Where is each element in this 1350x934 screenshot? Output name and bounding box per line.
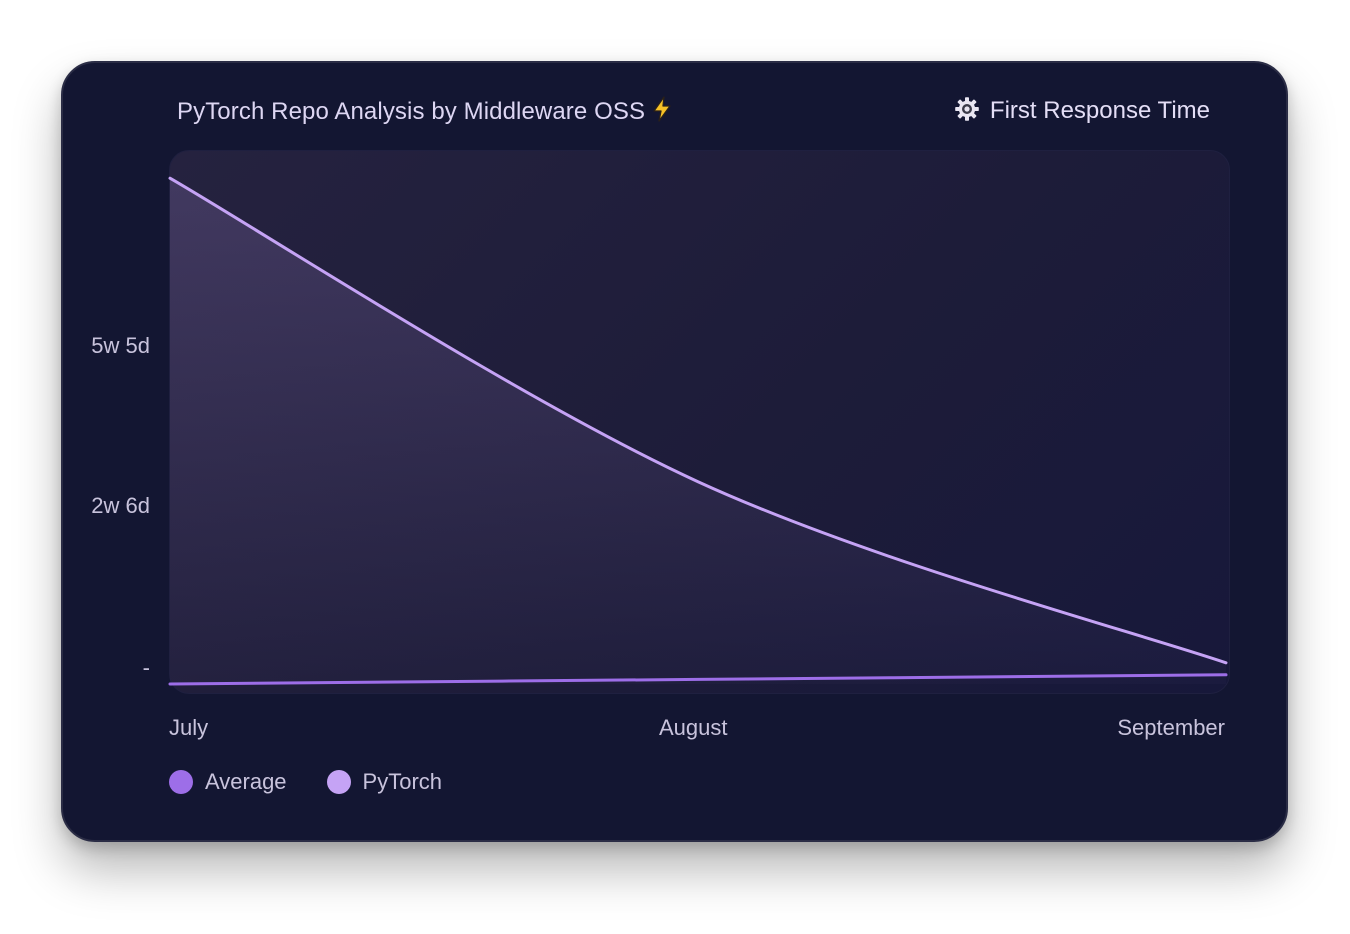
- gear-icon: [954, 96, 980, 129]
- legend-item-pytorch[interactable]: PyTorch: [326, 769, 443, 795]
- x-tick-label: July: [169, 715, 209, 740]
- data-point-average[interactable]: [165, 679, 175, 689]
- data-point-pytorch[interactable]: [1221, 658, 1231, 668]
- chart-svg: [165, 173, 1231, 689]
- series-area-pytorch: [170, 178, 1226, 684]
- y-tick-label: -: [142, 655, 150, 680]
- chart-legend: Average PyTorch: [169, 769, 482, 795]
- chart-title: PyTorch Repo Analysis by Middleware OSS: [177, 98, 646, 125]
- data-point-pytorch[interactable]: [693, 477, 703, 487]
- legend-item-average[interactable]: Average: [169, 769, 287, 795]
- legend-label: PyTorch: [362, 769, 443, 794]
- data-point-average[interactable]: [693, 674, 703, 684]
- legend-swatch-pytorch: [326, 770, 351, 794]
- series-line-pytorch[interactable]: [168, 176, 1228, 665]
- chart-card: PyTorch Repo Analysis by Middleware OSS …: [61, 61, 1288, 842]
- lightning-bolt-icon: [651, 96, 673, 129]
- metric-label: First Response Time: [989, 97, 1210, 124]
- metric-selector[interactable]: First Response Time: [954, 96, 1210, 129]
- y-tick-label: 2w 6d: [91, 493, 150, 518]
- data-point-pytorch[interactable]: [165, 173, 175, 183]
- legend-swatch-average: [169, 770, 193, 794]
- series-line-average[interactable]: [168, 673, 1228, 686]
- y-tick-label: 5w 5d: [91, 333, 150, 358]
- chart-header-title: PyTorch Repo Analysis by Middleware OSS: [177, 96, 673, 129]
- data-point-average[interactable]: [1221, 670, 1231, 680]
- legend-label: Average: [205, 769, 287, 794]
- x-tick-label: September: [1117, 715, 1225, 740]
- x-tick-label: August: [659, 715, 728, 740]
